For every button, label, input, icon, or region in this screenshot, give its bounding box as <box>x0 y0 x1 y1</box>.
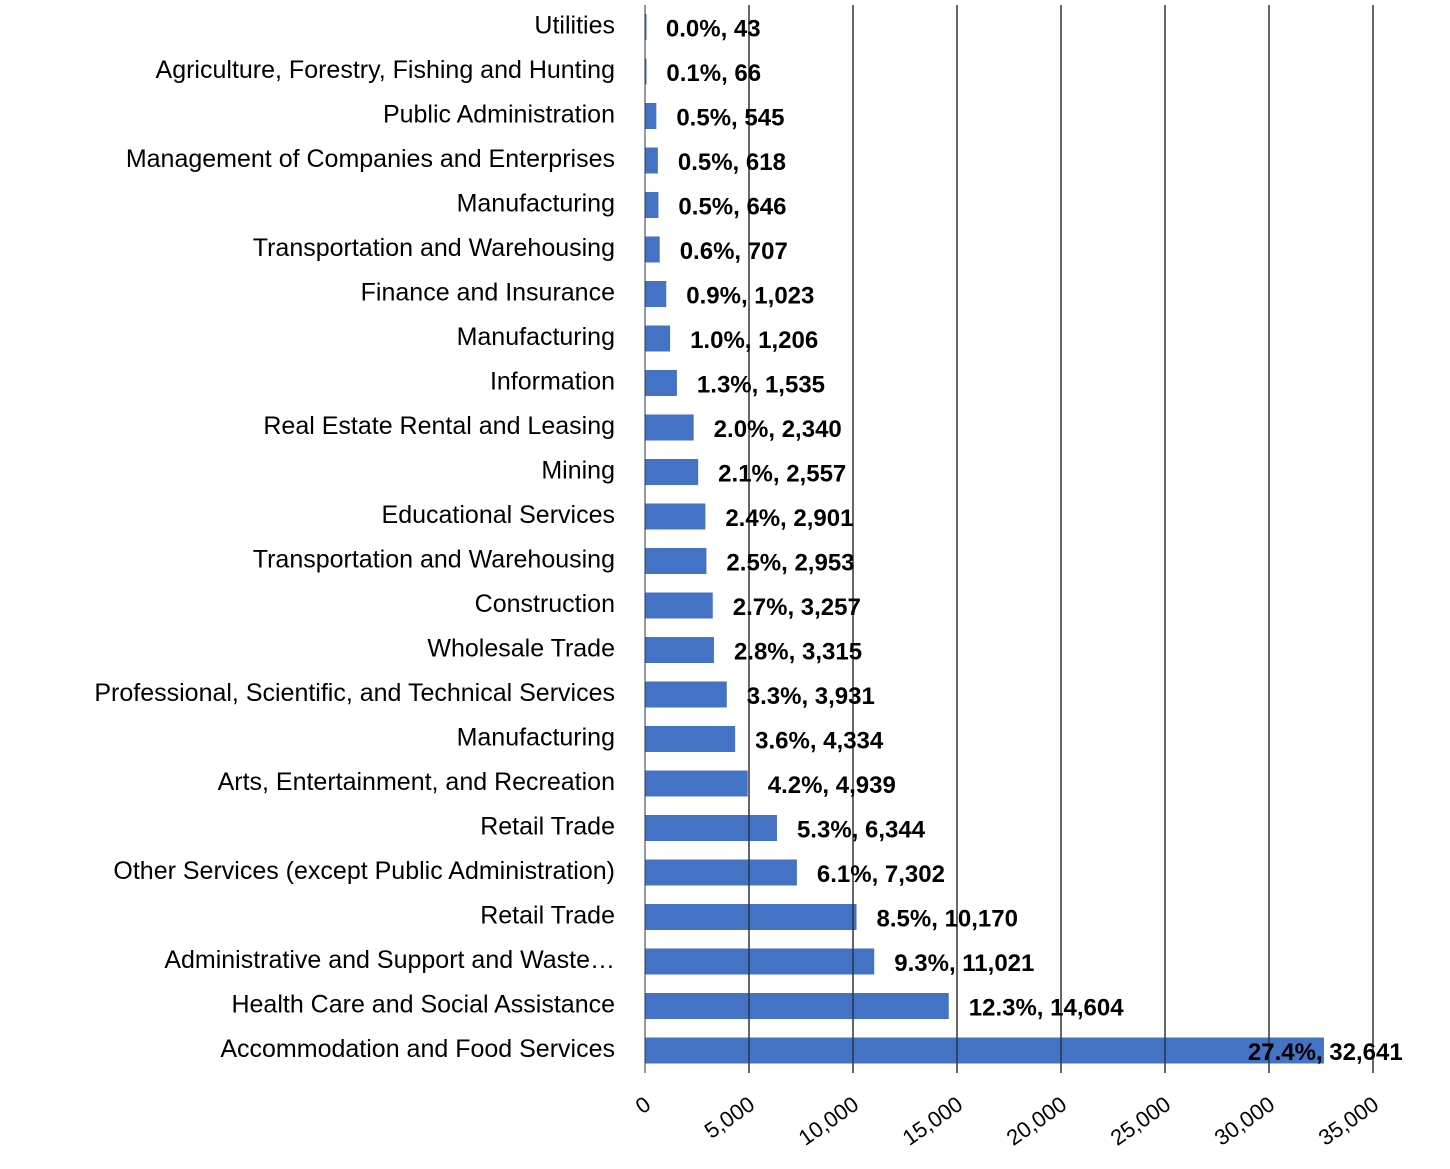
data-label: 2.8%, 3,315 <box>734 638 862 665</box>
data-label: 0.5%, 545 <box>676 104 784 131</box>
bar <box>645 147 658 174</box>
category-label: Retail Trade <box>480 902 615 930</box>
bar <box>645 281 667 307</box>
data-label: 12.3%, 14,604 <box>969 994 1124 1021</box>
category-label: Agriculture, Forestry, Fishing and Hunti… <box>156 56 615 84</box>
bar <box>645 414 694 441</box>
data-label: 4.2%, 4,939 <box>768 772 896 799</box>
bar <box>645 459 699 485</box>
bar <box>645 637 714 663</box>
bar <box>645 236 660 263</box>
bar <box>645 948 875 975</box>
category-label: Finance and Insurance <box>361 279 615 307</box>
bar <box>645 370 677 396</box>
bar <box>645 904 857 930</box>
category-label: Arts, Entertainment, and Recreation <box>218 768 615 796</box>
data-label: 2.4%, 2,901 <box>725 505 853 532</box>
data-label: 1.3%, 1,535 <box>697 371 825 398</box>
bar <box>645 592 713 619</box>
bar <box>645 770 748 797</box>
data-label: 0.6%, 707 <box>680 238 788 265</box>
bar <box>645 103 657 129</box>
x-tick-label: 30,000 <box>1210 1091 1279 1150</box>
category-label: Transportation and Warehousing <box>253 546 615 574</box>
category-label: Public Administration <box>383 101 615 129</box>
data-label: 8.5%, 10,170 <box>877 905 1018 932</box>
x-tick-label: 15,000 <box>898 1091 967 1150</box>
category-label: Manufacturing <box>457 323 615 351</box>
data-label: 5.3%, 6,344 <box>797 816 926 843</box>
data-label: 2.7%, 3,257 <box>733 594 861 621</box>
x-tick-label: 10,000 <box>794 1091 863 1150</box>
bar <box>645 859 797 886</box>
data-label: 2.5%, 2,953 <box>726 549 854 576</box>
data-label: 0.9%, 1,023 <box>686 282 814 309</box>
x-tick-label: 20,000 <box>1002 1091 1071 1150</box>
category-label: Health Care and Social Assistance <box>231 991 615 1019</box>
bar <box>645 325 671 352</box>
x-tick-label: 25,000 <box>1106 1091 1175 1150</box>
category-label: Other Services (except Public Administra… <box>113 857 615 885</box>
data-label: 3.3%, 3,931 <box>747 683 875 710</box>
category-label: Wholesale Trade <box>427 635 615 663</box>
data-label: 2.0%, 2,340 <box>714 416 842 443</box>
x-tick-label: 35,000 <box>1314 1091 1383 1150</box>
bar <box>645 726 736 752</box>
data-label: 0.5%, 646 <box>678 193 786 220</box>
bar <box>645 681 727 708</box>
bar <box>645 1037 1324 1064</box>
data-label: 6.1%, 7,302 <box>817 861 945 888</box>
bar <box>645 548 707 574</box>
data-label: 0.1%, 66 <box>666 60 761 87</box>
data-label: 0.0%, 43 <box>666 15 761 42</box>
bar <box>645 14 647 40</box>
category-label: Real Estate Rental and Leasing <box>263 412 615 440</box>
data-label: 3.6%, 4,334 <box>755 727 884 754</box>
category-label: Manufacturing <box>457 190 615 218</box>
data-label: 27.4%, 32,641 <box>1248 1039 1403 1066</box>
category-label: Educational Services <box>382 501 615 529</box>
category-label: Administrative and Support and Waste… <box>164 946 615 974</box>
data-label: 1.0%, 1,206 <box>690 327 818 354</box>
data-label: 0.5%, 618 <box>678 149 786 176</box>
category-label: Construction <box>475 590 615 618</box>
category-label: Utilities <box>534 12 615 40</box>
bar <box>645 993 949 1019</box>
category-label: Retail Trade <box>480 813 615 841</box>
category-label: Information <box>490 368 615 396</box>
data-label: 2.1%, 2,557 <box>718 460 846 487</box>
category-label: Professional, Scientific, and Technical … <box>94 679 615 707</box>
data-label: 9.3%, 11,021 <box>894 950 1034 977</box>
category-label: Management of Companies and Enterprises <box>126 145 615 173</box>
bar <box>645 503 706 530</box>
category-label: Accommodation and Food Services <box>220 1035 615 1063</box>
category-label: Manufacturing <box>457 724 615 752</box>
x-tick-label: 5,000 <box>700 1091 759 1143</box>
category-label: Mining <box>541 457 615 485</box>
bar <box>645 815 777 841</box>
category-label: Transportation and Warehousing <box>253 234 615 262</box>
x-tick-label: 0 <box>631 1091 655 1119</box>
bar <box>645 192 659 218</box>
bar <box>645 58 647 85</box>
